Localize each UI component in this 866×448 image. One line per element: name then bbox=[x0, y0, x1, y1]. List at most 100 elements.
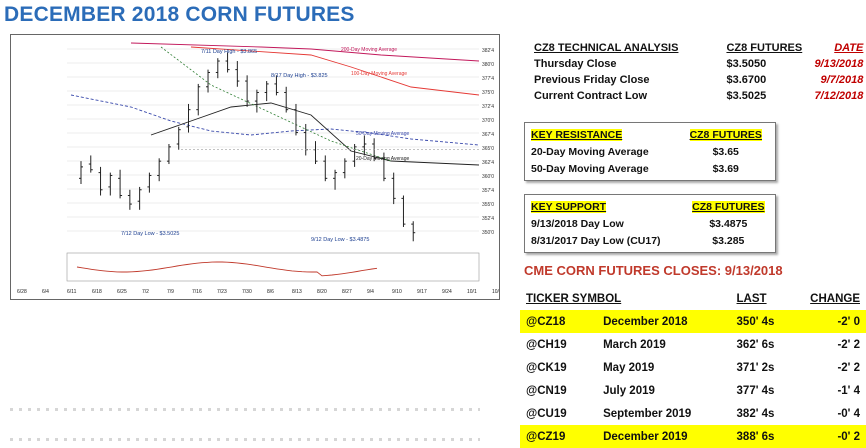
x-tick-label: 6/28 bbox=[17, 289, 27, 295]
tech-row-label: Previous Friday Close bbox=[534, 74, 650, 86]
trend-line bbox=[160, 46, 392, 162]
x-tick-label: 6/25 bbox=[117, 289, 127, 295]
x-tick-label: 9/4 bbox=[367, 289, 374, 295]
futures-closes-table: TICKER SYMBOL LAST CHANGE @CZ18 December… bbox=[520, 287, 866, 448]
closes-ticker: @CK19 bbox=[526, 361, 567, 374]
closes-change: -2' 0 bbox=[837, 315, 860, 328]
y-tick-label: 360'0 bbox=[482, 174, 494, 180]
chart-svg: 382'4 380'0 377'4 375'0 372'4 370'0 367'4 365'0… bbox=[17, 42, 499, 295]
x-tick-label: 8/27 bbox=[342, 289, 352, 295]
x-tick-label: 6/11 bbox=[67, 289, 77, 295]
price-chart: 382'4 380'0 377'4 375'0 372'4 370'0 367'4 365'0… bbox=[10, 34, 500, 300]
x-tick-label: 10/1 bbox=[467, 289, 477, 295]
tech-row-value: $3.5025 bbox=[726, 90, 767, 102]
y-tick-label: 375'0 bbox=[482, 90, 494, 96]
ma-200-line bbox=[130, 42, 480, 62]
rsi-line bbox=[76, 261, 378, 277]
closes-row: @CK19 May 2019 371' 2s -2' 2 bbox=[520, 356, 866, 379]
technical-analysis-table: CZ8 TECHNICAL ANALYSIS CZ8 FUTURES DATE … bbox=[530, 40, 866, 104]
closes-month: December 2018 bbox=[603, 315, 688, 328]
ma-50-label: 50-Day Moving Average bbox=[356, 131, 409, 137]
closes-ticker: @CU19 bbox=[526, 407, 567, 420]
y-tick-label: 380'0 bbox=[482, 62, 494, 68]
annotation-label: 7/11 Day High - $3.865 bbox=[201, 49, 257, 55]
closes-header-last: LAST bbox=[736, 292, 767, 305]
x-tick-label: 10/8 bbox=[492, 289, 499, 295]
resistance-box: KEY RESISTANCE CZ8 FUTURES 20-Day Moving… bbox=[524, 122, 776, 181]
y-tick-label: 352'4 bbox=[482, 216, 494, 222]
annotation-label: 9/12 Day Low - $3.4875 bbox=[311, 237, 369, 243]
closes-change: -1' 4 bbox=[837, 384, 860, 397]
page-title: DECEMBER 2018 CORN FUTURES bbox=[4, 3, 355, 26]
x-tick-label: 9/10 bbox=[392, 289, 402, 295]
resistance-label: 50-Day Moving Average bbox=[531, 162, 649, 175]
annotation-label: 7/12 Day Low - $3.5025 bbox=[121, 231, 179, 237]
x-tick-label: 8/13 bbox=[292, 289, 302, 295]
rsi-panel bbox=[66, 252, 480, 282]
closes-row: @CU19 September 2019 382' 4s -0' 4 bbox=[520, 402, 866, 425]
closes-month: May 2019 bbox=[603, 361, 655, 374]
closes-row: @CZ19 December 2019 388' 6s -0' 2 bbox=[520, 425, 866, 448]
tech-row-value: $3.5050 bbox=[726, 58, 767, 70]
closes-change: -0' 4 bbox=[837, 407, 860, 420]
tech-row-label: Current Contract Low bbox=[534, 90, 648, 102]
closes-row: @CH19 March 2019 362' 6s -2' 2 bbox=[520, 333, 866, 356]
closes-month: March 2019 bbox=[603, 338, 666, 351]
ma-50-line bbox=[70, 94, 480, 146]
closes-last: 388' 6s bbox=[736, 430, 775, 443]
support-futures-header: CZ8 FUTURES bbox=[692, 200, 765, 213]
closes-last: 371' 2s bbox=[736, 361, 775, 374]
x-tick-label: 9/24 bbox=[442, 289, 452, 295]
resistance-value: $3.65 bbox=[712, 145, 739, 158]
closes-last: 350' 4s bbox=[736, 315, 775, 328]
resistance-value: $3.69 bbox=[712, 162, 739, 175]
y-tick-label: 377'4 bbox=[482, 76, 494, 82]
tech-row-label: Thursday Close bbox=[534, 58, 617, 70]
support-label: 8/31/2017 Day Low (CU17) bbox=[531, 234, 661, 247]
closes-change: -2' 2 bbox=[837, 361, 860, 374]
y-tick-label: 370'0 bbox=[482, 118, 494, 124]
x-tick-label: 6/18 bbox=[92, 289, 102, 295]
closes-last: 377' 4s bbox=[736, 384, 775, 397]
ma-20-line bbox=[150, 102, 480, 166]
support-header: KEY SUPPORT bbox=[531, 200, 607, 213]
closes-title: CME CORN FUTURES CLOSES: 9/13/2018 bbox=[524, 263, 783, 278]
closes-ticker: @CH19 bbox=[526, 338, 567, 351]
closes-row: @CN19 July 2019 377' 4s -1' 4 bbox=[520, 379, 866, 402]
y-tick-label: 357'4 bbox=[482, 188, 494, 194]
closes-change: -0' 2 bbox=[837, 430, 860, 443]
closes-month: December 2019 bbox=[603, 430, 688, 443]
closes-ticker: @CZ19 bbox=[526, 430, 566, 443]
tech-header-1: CZ8 FUTURES bbox=[726, 42, 803, 54]
ma-200-label: 200-Day Moving Average bbox=[341, 47, 397, 53]
closes-header-ticker: TICKER SYMBOL bbox=[526, 292, 622, 305]
ma-100-line bbox=[190, 46, 480, 96]
resistance-label: 20-Day Moving Average bbox=[531, 145, 649, 158]
closes-change: -2' 2 bbox=[837, 338, 860, 351]
tech-row-date: 7/12/2018 bbox=[814, 90, 864, 102]
y-tick-label: 355'0 bbox=[482, 202, 494, 208]
x-tick-label: 7/30 bbox=[242, 289, 252, 295]
x-tick-label: 9/17 bbox=[417, 289, 427, 295]
resistance-futures-header: CZ8 FUTURES bbox=[689, 128, 762, 141]
x-tick-label: 7/16 bbox=[192, 289, 202, 295]
closes-ticker: @CZ18 bbox=[526, 315, 566, 328]
y-tick-label: 367'4 bbox=[482, 132, 494, 138]
y-tick-label: 362'4 bbox=[482, 160, 494, 166]
y-tick-label: 365'0 bbox=[482, 146, 494, 152]
tech-row-value: $3.6700 bbox=[726, 74, 767, 86]
y-tick-label: 382'4 bbox=[482, 48, 494, 54]
tech-header-0: CZ8 TECHNICAL ANALYSIS bbox=[534, 42, 679, 54]
faded-scan-line-1 bbox=[10, 408, 480, 411]
closes-header-change: CHANGE bbox=[810, 292, 860, 305]
x-tick-label: 8/6 bbox=[267, 289, 274, 295]
ma-20-label: 20-Day Moving Average bbox=[356, 156, 409, 162]
support-box: KEY SUPPORT CZ8 FUTURES 9/13/2018 Day Lo… bbox=[524, 194, 776, 253]
ma-100-label: 100-Day Moving Average bbox=[351, 71, 407, 77]
tech-header-2: DATE bbox=[834, 42, 864, 54]
closes-row: @CZ18 December 2018 350' 4s -2' 0 bbox=[520, 310, 866, 333]
tech-row-date: 9/13/2018 bbox=[814, 58, 864, 70]
x-tick-label: 7/2 bbox=[142, 289, 149, 295]
support-value: $3.4875 bbox=[709, 217, 748, 230]
annotation-label: 8/17 Day High - $3.825 bbox=[271, 73, 328, 79]
